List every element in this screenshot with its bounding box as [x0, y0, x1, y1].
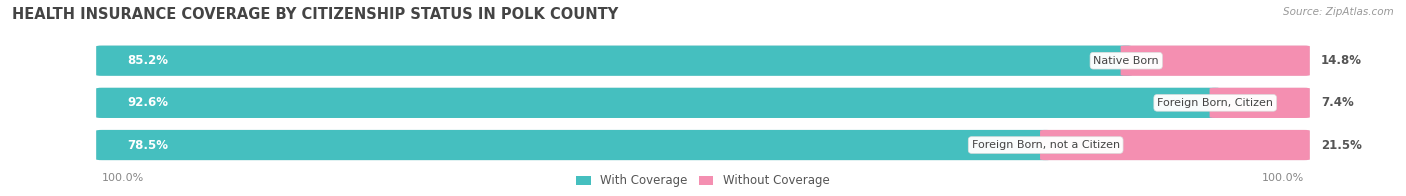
FancyBboxPatch shape: [1209, 88, 1310, 118]
Text: Foreign Born, Citizen: Foreign Born, Citizen: [1157, 98, 1274, 108]
Text: 92.6%: 92.6%: [127, 96, 169, 109]
FancyBboxPatch shape: [96, 130, 1310, 160]
FancyBboxPatch shape: [96, 46, 1132, 76]
Text: Source: ZipAtlas.com: Source: ZipAtlas.com: [1284, 6, 1395, 16]
FancyBboxPatch shape: [96, 88, 1220, 118]
FancyBboxPatch shape: [96, 130, 1052, 160]
Text: 100.0%: 100.0%: [101, 173, 143, 183]
Text: Native Born: Native Born: [1094, 56, 1159, 66]
Text: 78.5%: 78.5%: [127, 139, 169, 152]
Text: 21.5%: 21.5%: [1322, 139, 1362, 152]
FancyBboxPatch shape: [1121, 46, 1310, 76]
Text: 85.2%: 85.2%: [127, 54, 169, 67]
Legend: With Coverage, Without Coverage: With Coverage, Without Coverage: [576, 174, 830, 187]
FancyBboxPatch shape: [96, 46, 1310, 76]
Text: 100.0%: 100.0%: [1263, 173, 1305, 183]
Text: HEALTH INSURANCE COVERAGE BY CITIZENSHIP STATUS IN POLK COUNTY: HEALTH INSURANCE COVERAGE BY CITIZENSHIP…: [11, 6, 619, 22]
Text: Foreign Born, not a Citizen: Foreign Born, not a Citizen: [972, 140, 1119, 150]
FancyBboxPatch shape: [96, 88, 1310, 118]
Text: 7.4%: 7.4%: [1322, 96, 1354, 109]
Text: 14.8%: 14.8%: [1322, 54, 1362, 67]
FancyBboxPatch shape: [1040, 130, 1310, 160]
